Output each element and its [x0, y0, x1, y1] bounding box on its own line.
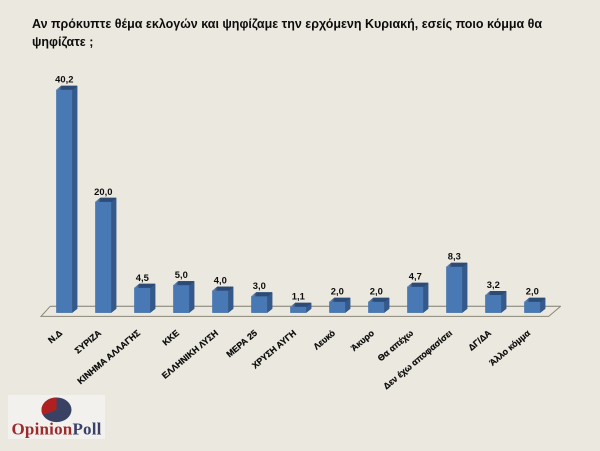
svg-text:2,0: 2,0 [526, 286, 539, 297]
svg-text:4,0: 4,0 [214, 275, 227, 286]
svg-text:3,0: 3,0 [253, 280, 266, 291]
svg-text:2,0: 2,0 [370, 286, 383, 297]
svg-text:20,0: 20,0 [94, 186, 112, 197]
svg-text:2,0: 2,0 [331, 286, 344, 297]
svg-text:4,7: 4,7 [409, 271, 422, 282]
svg-text:OpinionPoll: OpinionPoll [12, 420, 102, 439]
svg-text:8,3: 8,3 [448, 251, 461, 262]
svg-text:3,2: 3,2 [487, 279, 500, 290]
svg-text:1,1: 1,1 [292, 291, 305, 302]
svg-text:4,5: 4,5 [136, 272, 149, 283]
svg-text:5,0: 5,0 [175, 269, 188, 280]
svg-text:40,2: 40,2 [55, 74, 73, 85]
